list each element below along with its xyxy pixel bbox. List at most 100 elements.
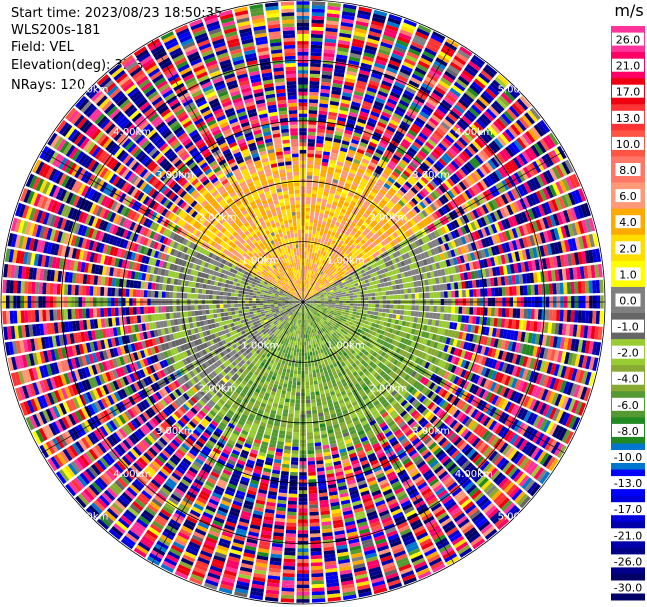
velocity-gate — [304, 349, 307, 353]
velocity-gate — [306, 337, 308, 342]
velocity-gate — [319, 103, 329, 108]
velocity-gate — [584, 280, 590, 294]
velocity-gate — [421, 236, 427, 244]
velocity-gate — [392, 112, 403, 121]
velocity-gate — [355, 285, 360, 290]
velocity-gate — [338, 275, 344, 280]
velocity-gate — [318, 110, 328, 116]
velocity-gate — [306, 269, 309, 274]
velocity-gate — [310, 540, 321, 545]
velocity-gate — [316, 467, 325, 472]
velocity-gate — [368, 296, 372, 300]
velocity-gate — [535, 190, 544, 203]
velocity-gate — [468, 280, 473, 289]
velocity-gate — [334, 275, 339, 280]
velocity-gate — [494, 233, 501, 244]
velocity-gate — [312, 186, 318, 191]
velocity-gate — [399, 315, 404, 321]
velocity-gate — [393, 295, 398, 300]
velocity-gate — [355, 24, 368, 31]
velocity-gate — [326, 177, 333, 183]
velocity-gate — [315, 391, 320, 396]
velocity-gate — [396, 74, 409, 83]
velocity-gate — [326, 271, 331, 276]
velocity-gate — [310, 62, 321, 68]
velocity-gate — [367, 293, 372, 297]
velocity-gate — [416, 167, 425, 176]
velocity-gate — [440, 244, 447, 252]
velocity-gate — [344, 159, 352, 166]
velocity-gate — [455, 183, 464, 193]
velocity-gate — [442, 137, 452, 147]
velocity-gate — [413, 224, 421, 232]
velocity-gate — [536, 175, 545, 188]
velocity-gate — [483, 110, 495, 122]
velocity-gate — [446, 223, 454, 232]
velocity-gate — [456, 217, 463, 227]
velocity-gate — [303, 330, 306, 335]
velocity-gate — [376, 214, 383, 221]
velocity-gate — [388, 160, 397, 168]
velocity-gate — [338, 305, 343, 307]
velocity-gate — [303, 269, 306, 274]
velocity-gate — [313, 354, 317, 359]
velocity-gate — [306, 421, 313, 426]
velocity-gate — [305, 273, 307, 277]
velocity-gate — [400, 294, 405, 299]
velocity-gate — [354, 272, 359, 277]
velocity-gate — [305, 370, 309, 375]
velocity-gate — [339, 32, 352, 39]
velocity-gate — [331, 220, 336, 225]
velocity-gate — [381, 111, 392, 119]
velocity-gate — [493, 100, 505, 112]
velocity-gate — [328, 166, 335, 172]
velocity-gate — [393, 205, 400, 212]
velocity-gate — [307, 277, 309, 281]
velocity-gate — [317, 190, 323, 195]
velocity-gate — [338, 109, 348, 115]
velocity-gate — [430, 92, 442, 102]
velocity-gate — [330, 291, 335, 294]
velocity-gate — [439, 284, 444, 291]
velocity-gate — [335, 265, 340, 270]
velocity-gate — [319, 258, 324, 263]
velocity-gate — [371, 107, 382, 115]
velocity-gate — [436, 284, 441, 291]
velocity-gate — [391, 53, 404, 61]
velocity-gate — [328, 273, 332, 277]
velocity-gate — [420, 147, 430, 156]
velocity-gate — [430, 191, 438, 200]
velocity-gate — [329, 269, 333, 273]
velocity-gate — [361, 250, 366, 256]
velocity-gate — [419, 220, 427, 228]
velocity-gate — [395, 284, 400, 290]
velocity-gate — [539, 189, 547, 202]
velocity-gate — [339, 299, 343, 301]
velocity-gate — [454, 306, 459, 314]
velocity-gate — [428, 312, 433, 319]
velocity-gate — [433, 130, 444, 139]
velocity-gate — [304, 276, 307, 281]
velocity-gate — [386, 125, 396, 133]
velocity-gate — [503, 110, 515, 123]
velocity-gate — [307, 266, 310, 270]
velocity-gate — [534, 284, 539, 295]
velocity-gate — [333, 225, 339, 230]
velocity-gate — [408, 147, 418, 155]
velocity-gate — [306, 417, 312, 422]
velocity-gate — [325, 207, 331, 212]
velocity-gate — [320, 169, 327, 174]
velocity-gate — [321, 277, 326, 281]
velocity-gate — [431, 114, 442, 124]
velocity-gate — [350, 281, 355, 285]
velocity-gate — [430, 165, 440, 175]
velocity-gate — [468, 315, 473, 324]
velocity-gate — [324, 140, 332, 146]
velocity-gate — [497, 221, 505, 231]
velocity-gate — [542, 187, 551, 200]
velocity-gate — [338, 199, 345, 205]
velocity-gate — [443, 204, 451, 213]
velocity-gate — [498, 307, 503, 317]
velocity-gate — [491, 171, 501, 182]
velocity-gate — [383, 215, 390, 222]
